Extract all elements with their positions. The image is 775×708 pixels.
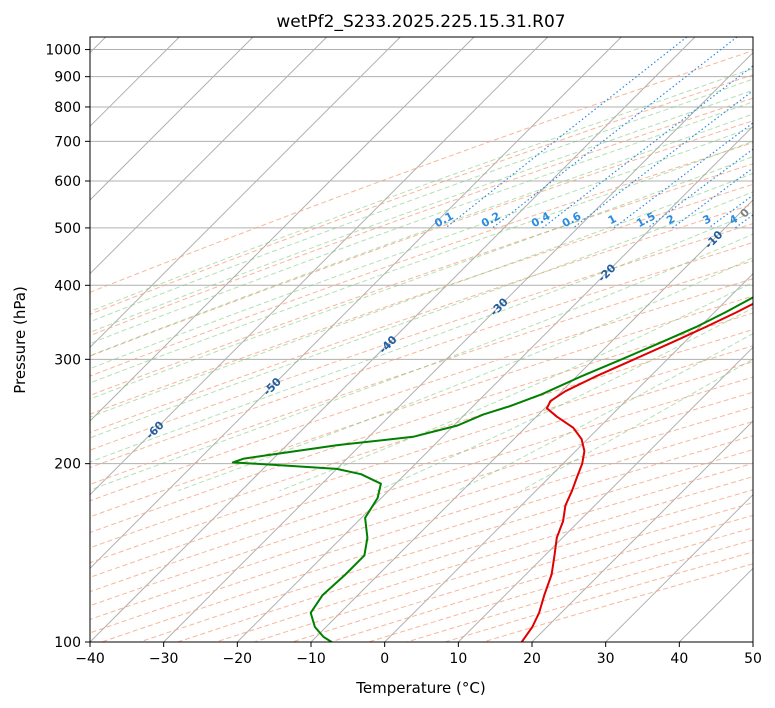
isotherm-line [310, 199, 753, 642]
y-tick-label: 400 [54, 278, 81, 294]
dry-adiabat-line [90, 376, 753, 593]
dry-adiabat-line [90, 50, 753, 293]
y-tick-label: 700 [54, 134, 81, 150]
y-tick-label: 900 [54, 70, 81, 86]
moist-adiabat-line [90, 78, 753, 323]
isotherm-line [236, 125, 753, 642]
axes: −40 −30 −20 −10 0 10 20 30 40 50 100 200 300 400 500 60… [45, 43, 762, 667]
isotherm-line [90, 37, 328, 275]
dry-adiabat-line [90, 142, 753, 377]
dry-adiabat-line [90, 223, 753, 451]
moist-adiabat-line [90, 172, 753, 418]
isotherm-line [90, 37, 254, 201]
mixing-ratio-line [445, 37, 688, 229]
y-tick-label: 600 [54, 174, 81, 190]
isotherm-line [90, 37, 549, 496]
y-tick-label: 200 [54, 457, 81, 473]
dry-adiabat-line [90, 241, 753, 469]
y-tick-label: 100 [54, 635, 81, 651]
x-tick-label: −20 [223, 651, 253, 667]
chart-title: wetPf2_S233.2025.225.15.31.R07 [276, 12, 565, 32]
isotherm-line [605, 493, 753, 642]
dry-adiabat-line [90, 295, 753, 518]
isotherm-line [90, 37, 622, 570]
isotherm-line [90, 37, 475, 422]
isotherm-line [457, 346, 753, 642]
profile-lines [231, 296, 753, 642]
moist-adiabat-line [90, 126, 753, 370]
x-axis-title: Temperature (°C) [355, 679, 485, 697]
moist-adiabat-line [90, 89, 753, 333]
x-tick-label: 50 [744, 651, 762, 667]
mixing-ratio-line [613, 122, 753, 229]
mixing-ratio-line [542, 65, 753, 229]
x-tick-label: 30 [597, 651, 615, 667]
dry-adiabat-line [90, 97, 753, 337]
y-tick-label: 500 [54, 221, 81, 237]
dry-adiabat-line [90, 345, 753, 564]
isotherm-line [163, 51, 753, 642]
y-tick-label: 300 [54, 352, 81, 368]
x-tick-label: −30 [149, 651, 179, 667]
x-tick-label: −10 [296, 651, 326, 667]
dry-adiabat-line [90, 361, 753, 578]
plot-area [90, 37, 753, 642]
isotherm-line [384, 272, 753, 642]
dry-adiabat-line [90, 163, 753, 396]
moist-adiabat-line [90, 211, 753, 463]
dry-adiabat-line [90, 260, 753, 485]
moist-adiabat-line [90, 156, 753, 400]
dewpoint-profile-line [231, 296, 753, 642]
temperature-profile-line [520, 302, 753, 642]
y-tick-label: 1000 [45, 43, 81, 59]
y-axis-title: Pressure (hPa) [11, 286, 29, 394]
plot-frame [89, 36, 754, 643]
y-tick-label: 800 [54, 100, 81, 116]
moist-adiabat-line [90, 140, 753, 384]
moist-adiabat-line [90, 67, 753, 313]
moist-adiabat-line [90, 101, 753, 345]
x-tick-label: 20 [523, 651, 541, 667]
dry-adiabat-line [90, 278, 753, 502]
dry-adiabat-line [90, 391, 753, 607]
moist-adiabat-line [457, 333, 753, 492]
isotherm-line [531, 420, 753, 642]
dry-adiabat-line [90, 312, 753, 534]
isotherm-line [90, 37, 401, 349]
x-tick-label: −40 [75, 651, 105, 667]
x-tick-label: 0 [380, 651, 389, 667]
x-tick-label: 10 [449, 651, 467, 667]
x-tick-label: 40 [670, 651, 688, 667]
isotherm-line [90, 37, 696, 642]
mixing-ratio-line [572, 89, 753, 229]
moist-adiabat-line [90, 113, 753, 357]
